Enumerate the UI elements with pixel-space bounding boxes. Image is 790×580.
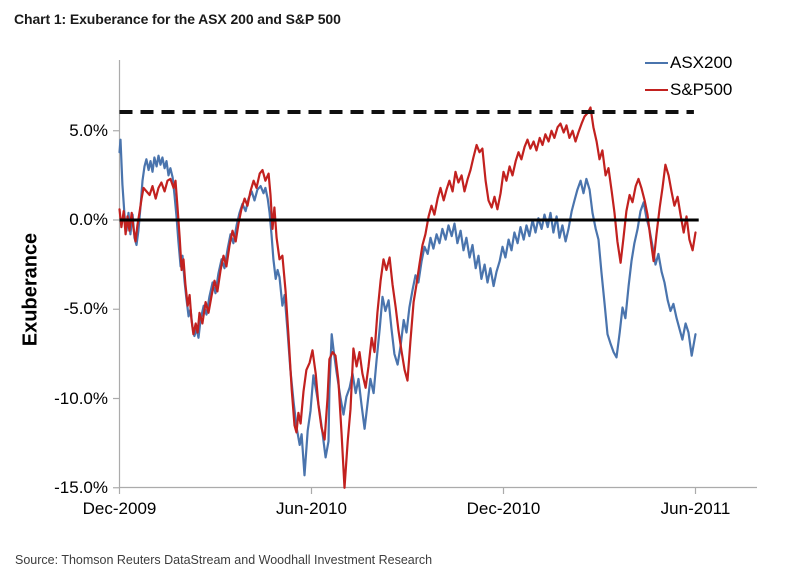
legend-label-sp500: S&P500 [670,79,733,99]
legend-label-asx200: ASX200 [670,52,733,72]
legend: ASX200 S&P500 [645,52,732,100]
legend-item-asx200: ASX200 [645,52,732,73]
series-asx200 [118,138,697,477]
series-sp500 [118,106,697,489]
y-tick-label: -10.0% [54,388,108,408]
y-tick-label: 0.0% [69,210,108,229]
x-tick-label: Dec-2010 [466,499,541,518]
y-axis-title: Exuberance [19,232,42,347]
x-tick-label: Dec-2009 [82,499,157,518]
chart-title: Chart 1: Exuberance for the ASX 200 and … [14,11,341,27]
legend-item-sp500: S&P500 [645,79,732,100]
asx200-line-swatch [645,61,668,64]
x-tick-label: Jun-2010 [276,499,347,518]
sp500-line-swatch [645,88,668,91]
x-tick-label: Jun-2011 [660,499,731,518]
y-tick-label: 5.0% [69,120,108,140]
y-tick-label: -15.0% [54,477,108,497]
source-note: Source: Thomson Reuters DataStream and W… [15,553,433,567]
y-tick-label: -5.0% [63,299,108,319]
